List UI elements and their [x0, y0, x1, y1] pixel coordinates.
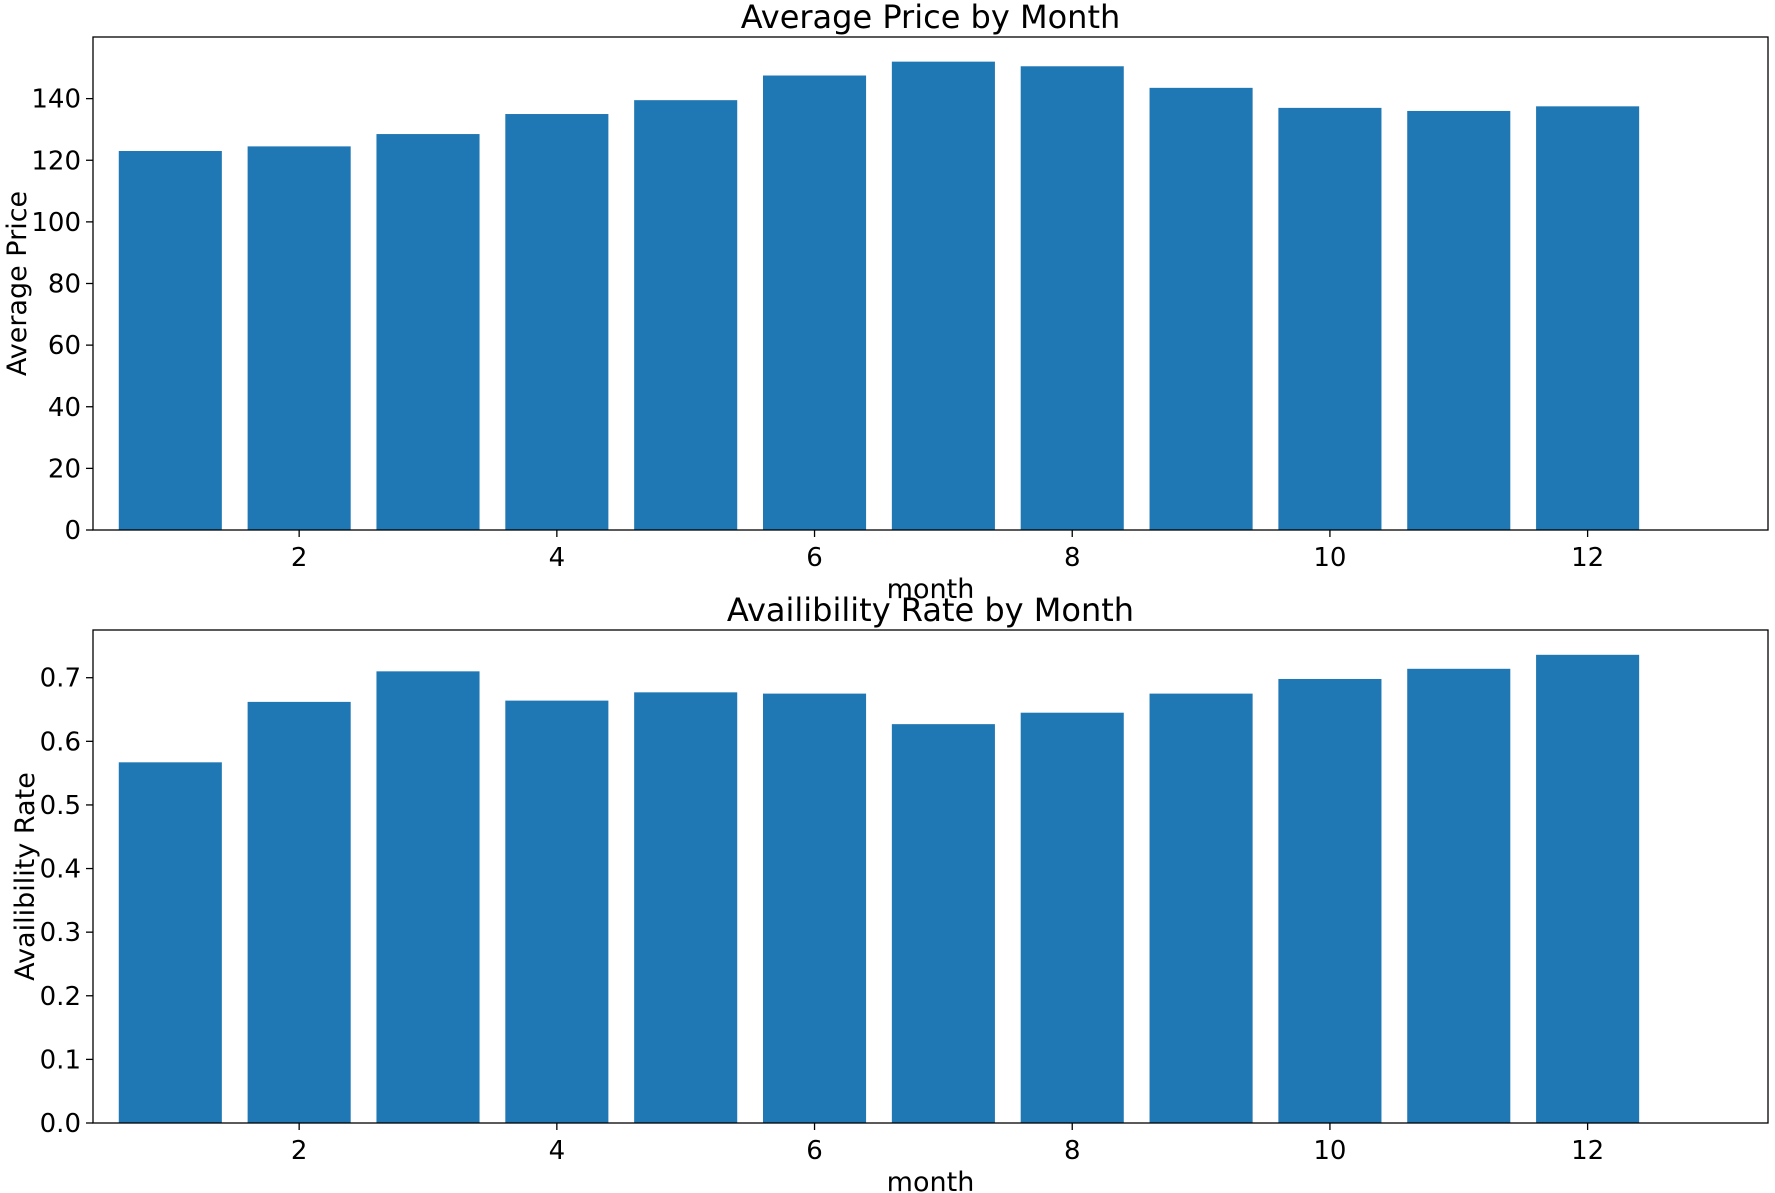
price-ytick-label: 60 — [48, 331, 81, 361]
availability-bar-3 — [376, 671, 480, 1123]
availability-bar-2 — [247, 701, 351, 1123]
availability-bar-7 — [891, 724, 995, 1123]
price-bar-5 — [634, 100, 738, 531]
availability-ytick-label: 0.2 — [40, 982, 81, 1012]
price-bar-9 — [1149, 87, 1253, 530]
availability-ytick-label: 0.4 — [40, 855, 81, 885]
price-xtick-label: 12 — [1571, 543, 1604, 573]
price-xtick-label: 6 — [806, 543, 823, 573]
price-xtick-label: 8 — [1064, 543, 1081, 573]
price-bar-1 — [118, 151, 222, 530]
price-bar-7 — [891, 61, 995, 531]
availability-ytick-label: 0.7 — [40, 664, 81, 694]
availability-axes-frame — [92, 629, 1769, 1124]
availability-chart: 2 4 6 8 10 12 0.0 0.1 0.2 0.3 0.4 0.5 0.6 0.7 Availibi… — [10, 591, 1769, 1193]
availability-ytick-label: 0.0 — [40, 1109, 81, 1139]
price-bar-10 — [1278, 107, 1382, 531]
availability-bar-10 — [1278, 678, 1382, 1123]
availability-xtick-label: 6 — [806, 1136, 823, 1166]
price-xtick-label: 10 — [1313, 543, 1346, 573]
availability-xtick-label: 10 — [1313, 1136, 1346, 1166]
price-xtick-label: 2 — [291, 543, 308, 573]
availability-ytick-label: 0.3 — [40, 918, 81, 948]
availability-bar-9 — [1149, 693, 1253, 1123]
availability-y-axis-label: Availibility Rate — [10, 772, 41, 981]
price-bar-6 — [763, 75, 867, 530]
availability-bar-6 — [763, 693, 867, 1123]
availability-ytick-label: 0.5 — [40, 791, 81, 821]
price-xtick-label: 4 — [549, 543, 566, 573]
price-bar-3 — [376, 134, 480, 530]
availability-bar-12 — [1536, 654, 1640, 1123]
price-bar-11 — [1407, 110, 1511, 530]
price-y-axis-label: Average Price — [2, 191, 33, 376]
availability-bar-11 — [1407, 668, 1511, 1123]
availability-xtick-label: 12 — [1571, 1136, 1604, 1166]
availability-bar-5 — [634, 692, 738, 1123]
availability-ytick-label: 0.1 — [40, 1045, 81, 1075]
price-ytick-label: 120 — [31, 146, 81, 176]
availability-bar-8 — [1020, 712, 1124, 1123]
availability-chart-title: Availibility Rate by Month — [727, 591, 1134, 629]
price-ytick-label: 20 — [48, 454, 81, 484]
price-bar-12 — [1536, 106, 1640, 530]
price-ytick-label: 140 — [31, 85, 81, 115]
price-bar-8 — [1020, 66, 1124, 530]
availability-x-axis-label: month — [887, 1167, 975, 1193]
price-ytick-label: 80 — [48, 270, 81, 300]
availability-xtick-label: 8 — [1064, 1136, 1081, 1166]
availability-bar-1 — [118, 762, 222, 1123]
availability-ytick-label: 0.6 — [40, 727, 81, 757]
price-chart-title: Average Price by Month — [741, 0, 1121, 36]
availability-bar-4 — [505, 700, 609, 1123]
price-ytick-label: 100 — [31, 208, 81, 238]
price-bar-4 — [505, 114, 609, 530]
availability-xtick-label: 4 — [549, 1136, 566, 1166]
price-bar-2 — [247, 146, 351, 530]
price-x-axis-label: month — [887, 574, 975, 605]
price-ytick-label: 40 — [48, 393, 81, 423]
availability-xtick-label: 2 — [291, 1136, 308, 1166]
price-ytick-label: 0 — [64, 516, 81, 546]
